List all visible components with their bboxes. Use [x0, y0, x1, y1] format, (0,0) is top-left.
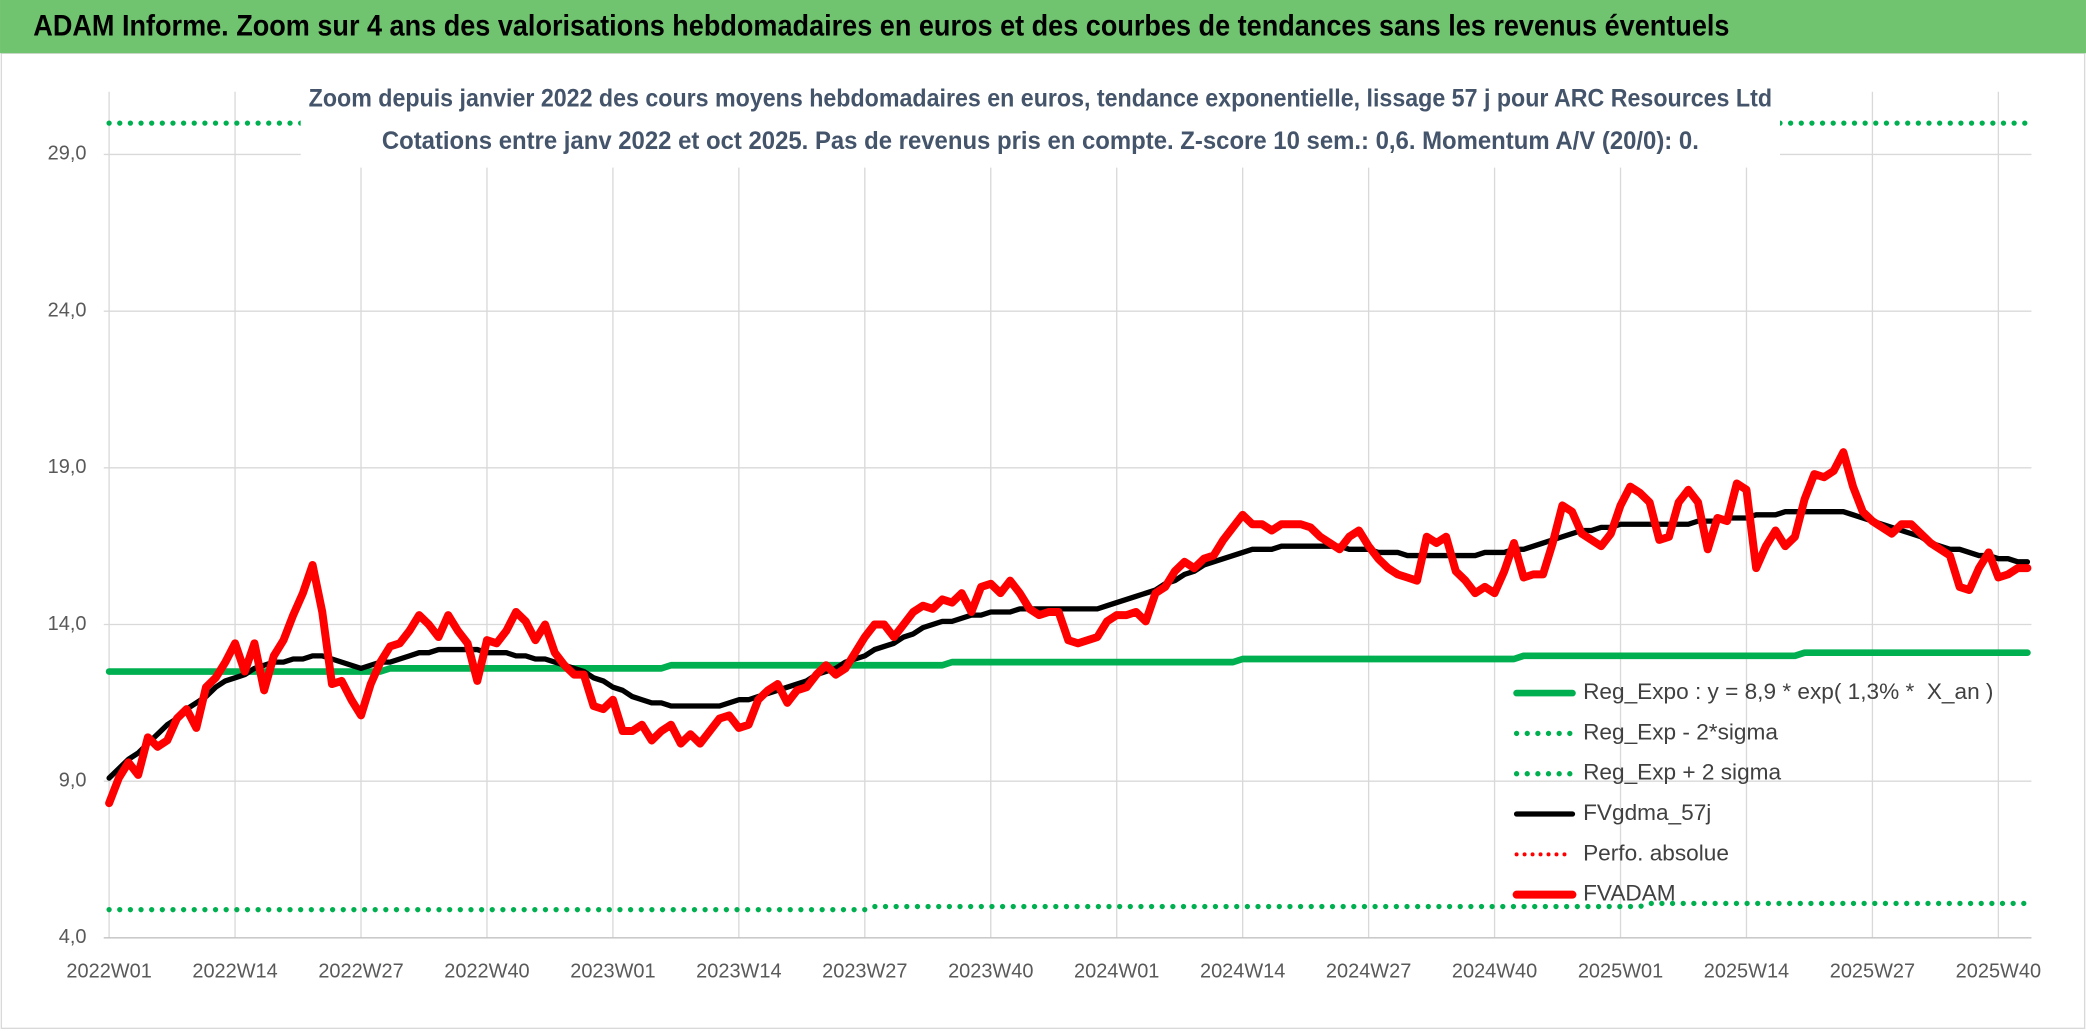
- x-tick-label: 2023W01: [570, 961, 655, 983]
- x-tick-label: 2023W40: [948, 961, 1033, 983]
- x-tick-label: 2023W27: [822, 961, 907, 983]
- y-tick-label: 14,0: [48, 613, 87, 635]
- y-tick-label: 29,0: [48, 143, 87, 165]
- y-tick-label: 4,0: [59, 926, 87, 948]
- series-line: [105, 649, 2031, 675]
- legend: Reg_Expo : y = 8,9 * exp( 1,3% * X_an ) R…: [1512, 679, 1993, 906]
- series-line: [106, 900, 2031, 913]
- x-tick-label: 2024W40: [1452, 961, 1537, 983]
- x-tick-label: 2022W40: [444, 961, 529, 983]
- x-tick-label: 2024W14: [1200, 961, 1285, 983]
- x-tick-label: 2025W27: [1830, 961, 1915, 983]
- x-tick-label: 2023W14: [696, 961, 781, 983]
- series-line: [105, 448, 2032, 808]
- x-tick-label: 2024W01: [1074, 961, 1159, 983]
- chart-title: ADAM Informe. Zoom sur 4 ans des valoris…: [33, 11, 1729, 43]
- x-tick-label: 2025W40: [1956, 961, 2041, 983]
- y-tick-label: 9,0: [59, 769, 87, 791]
- series-line: [106, 509, 2031, 781]
- y-tick-label: 19,0: [48, 456, 87, 478]
- x-tick-label: 2025W14: [1704, 961, 1789, 983]
- legend-label: Reg_Exp - 2*sigma: [1583, 719, 1778, 744]
- legend-label: FVADAM: [1583, 881, 1676, 906]
- x-tick-label: 2024W27: [1326, 961, 1411, 983]
- subtitle: Cotations entre janv 2022 et oct 2025. P…: [382, 127, 1699, 155]
- x-tick-label: 2025W01: [1578, 961, 1663, 983]
- legend-label: FVgdma_57j: [1583, 800, 1711, 825]
- subtitle: Zoom depuis janvier 2022 des cours moyen…: [309, 84, 1772, 112]
- header-bar: [0, 0, 2086, 54]
- legend-label: Reg_Exp + 2 sigma: [1583, 760, 1781, 785]
- legend-label: Perfo. absolue: [1583, 840, 1729, 865]
- x-tick-label: 2022W27: [318, 961, 403, 983]
- y-tick-label: 24,0: [48, 299, 87, 321]
- legend-label: Reg_Expo : y = 8,9 * exp( 1,3% * X_an ): [1583, 679, 1993, 704]
- x-tick-label: 2022W14: [192, 961, 277, 983]
- x-tick-label: 2022W01: [66, 961, 151, 983]
- subtitle-box: [300, 77, 1780, 168]
